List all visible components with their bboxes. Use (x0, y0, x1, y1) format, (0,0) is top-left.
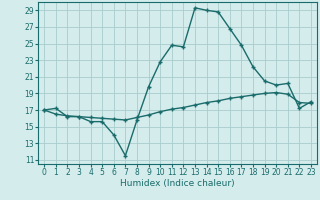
X-axis label: Humidex (Indice chaleur): Humidex (Indice chaleur) (120, 179, 235, 188)
